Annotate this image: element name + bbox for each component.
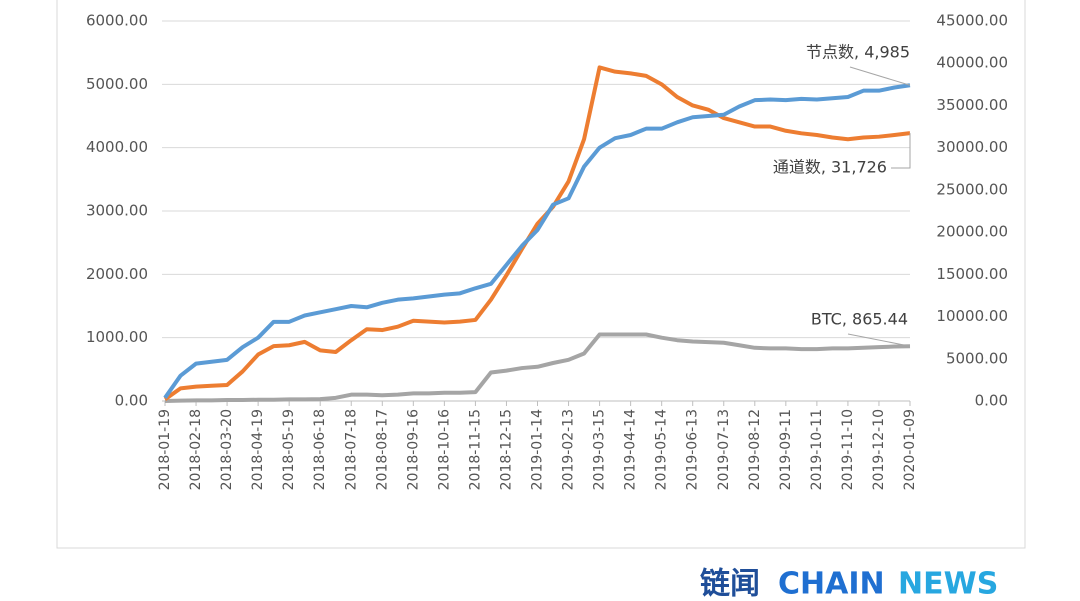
y2-tick-label: 15000.00 xyxy=(936,265,1008,283)
x-tick-label: 2018-12-15 xyxy=(498,409,514,490)
y2-tick-label: 5000.00 xyxy=(946,349,1008,367)
y-tick-label: 3000.00 xyxy=(86,202,148,220)
x-tick-label: 2019-03-15 xyxy=(592,409,608,490)
x-tick-label: 2018-02-18 xyxy=(188,409,204,490)
x-tick-label: 2019-02-13 xyxy=(561,409,577,490)
x-tick-label: 2019-07-13 xyxy=(716,409,732,490)
leader-line xyxy=(849,66,911,86)
y2-tick-label: 25000.00 xyxy=(936,180,1008,198)
x-tick-label: 2019-04-14 xyxy=(623,409,639,490)
chart-frame xyxy=(56,0,1026,549)
y-tick-label: 0.00 xyxy=(115,392,148,410)
x-tick-label: 2019-12-10 xyxy=(871,409,887,490)
y-tick-label: 4000.00 xyxy=(86,138,148,156)
y2-tick-label: 40000.00 xyxy=(936,54,1008,72)
y2-tick-label: 20000.00 xyxy=(936,223,1008,241)
x-tick-label: 2019-09-11 xyxy=(778,409,794,490)
y-tick-label: 6000.00 xyxy=(86,12,148,30)
x-tick-label: 2018-09-16 xyxy=(405,409,421,490)
y2-tick-label: 35000.00 xyxy=(936,96,1008,114)
x-tick-label: 2018-03-20 xyxy=(219,409,235,490)
x-tick-label: 2019-08-12 xyxy=(747,409,763,490)
brand-en: CHAIN xyxy=(778,567,885,601)
x-tick-label: 2018-10-16 xyxy=(436,409,452,490)
y2-tick-label: 10000.00 xyxy=(936,307,1008,325)
y-tick-label: 1000.00 xyxy=(86,328,148,346)
x-tick-label: 2018-06-18 xyxy=(312,409,328,490)
annotation: 通道数, 31,726 xyxy=(773,158,887,177)
x-tick-label: 2019-05-14 xyxy=(654,409,670,490)
data-line xyxy=(163,65,911,401)
x-tick-label: 2019-11-10 xyxy=(840,409,856,490)
annotation: 节点数, 4,985 xyxy=(806,43,910,62)
x-tick-label: 2018-07-18 xyxy=(343,409,359,490)
data-line xyxy=(163,83,911,399)
leader-line xyxy=(847,333,911,347)
annotation: BTC, 865.44 xyxy=(811,310,908,329)
x-tick-label: 2020-01-09 xyxy=(902,409,918,490)
x-tick-label: 2019-10-11 xyxy=(809,409,825,490)
x-tick-label: 2018-05-19 xyxy=(281,409,297,490)
x-tick-label: 2018-08-17 xyxy=(374,409,390,490)
x-tick-label: 2019-01-14 xyxy=(530,409,546,490)
y-tick-label: 2000.00 xyxy=(86,265,148,283)
brand-cn: 链闻 xyxy=(700,567,760,601)
x-tick-label: 2018-04-19 xyxy=(250,409,266,490)
x-tick-label: 2018-11-15 xyxy=(467,409,483,490)
leader-line xyxy=(891,133,911,169)
x-tick-label: 2019-06-13 xyxy=(685,409,701,490)
y2-tick-label: 0.00 xyxy=(975,392,1008,410)
y2-tick-label: 30000.00 xyxy=(936,138,1008,156)
x-tick-label: 2018-01-19 xyxy=(157,409,173,490)
y-tick-label: 5000.00 xyxy=(86,75,148,93)
data-line xyxy=(164,332,911,403)
brand-en: NEWS xyxy=(898,567,998,601)
y2-tick-label: 45000.00 xyxy=(936,12,1008,30)
